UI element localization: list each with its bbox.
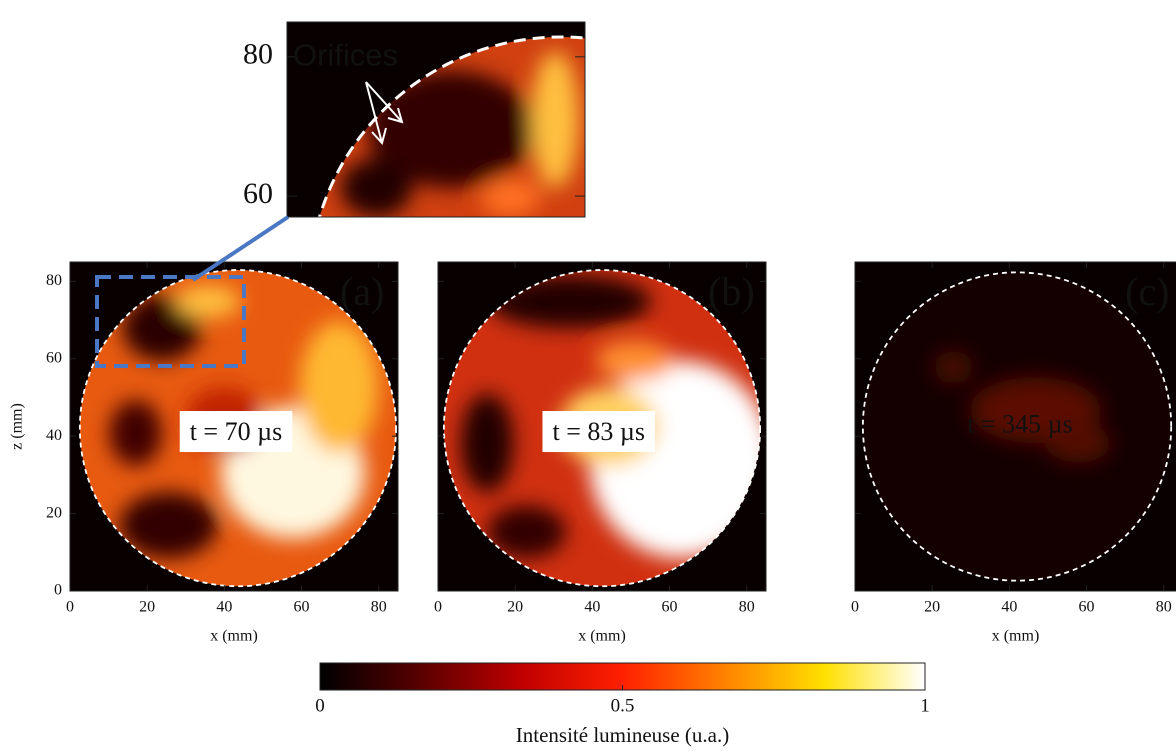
colorbar-label: Intensité lumineuse (u.a.) [516, 723, 729, 747]
intensity-blob [299, 321, 379, 453]
intensity-blobs [340, 51, 580, 217]
overlay [95, 81, 404, 368]
y-tick-label: 60 [243, 177, 273, 210]
panel: 0 20 40 60 80 x (mm) (b) t = 83 µs [434, 261, 767, 645]
x-axis-label: x (mm) [578, 628, 626, 645]
chamber-image [862, 272, 1172, 581]
annotation-box [542, 411, 655, 453]
colorbar: 0 0.5 1 Intensité lumineuse (u.a.) [315, 662, 930, 747]
panel: 0 20 40 60 80 0 20 40 60 80 x (mm) z (mm) (a) t = 70 … [9, 261, 399, 645]
x-tick-label: 60 [294, 599, 310, 616]
y-tick-label: 80 [243, 38, 273, 71]
frame [69, 261, 399, 592]
chamber-outline [318, 35, 585, 217]
x-tick-label: 0 [66, 599, 74, 616]
colorbar-tick-label: 0.5 [611, 695, 635, 716]
x-tick-label: 80 [739, 599, 755, 616]
intensity-blob [531, 51, 580, 188]
y-tick-label: 60 [46, 349, 62, 366]
intensity-blob [933, 350, 974, 384]
y-axis-label: z (mm) [9, 403, 26, 450]
y-tick-label: 0 [54, 582, 62, 599]
intensity-blob [460, 393, 514, 493]
y-tick-label: 40 [46, 427, 62, 444]
x-tick-label: 20 [924, 599, 940, 616]
panel: 60 80 Orifices [243, 21, 586, 218]
heatmap [855, 262, 1176, 591]
intensity-blob [367, 70, 535, 188]
annotation: Orifices [293, 37, 398, 72]
intensity-blobs [933, 350, 1111, 463]
frame [437, 261, 767, 592]
intensity-blob [480, 178, 541, 217]
annotation-box [179, 411, 293, 453]
annotation: t = 83 µs [552, 417, 645, 446]
x-tick-label: 0 [851, 599, 859, 616]
x-tick-label: 40 [584, 599, 600, 616]
zoom-box [95, 275, 246, 368]
frame [286, 21, 586, 218]
panel-label: (c) [1125, 269, 1169, 314]
annotation: t = 70 µs [190, 417, 283, 446]
x-tick-label: 60 [1079, 599, 1095, 616]
frame [854, 261, 1176, 592]
intensity-blob [595, 340, 675, 381]
annotation: t = 345 µs [967, 409, 1073, 438]
colorbar-tick-label: 1 [920, 695, 930, 716]
x-tick-label: 40 [1001, 599, 1017, 616]
x-tick-label: 40 [216, 599, 232, 616]
intensity-blob [340, 158, 413, 217]
x-axis-label: x (mm) [992, 628, 1040, 645]
chamber-outline [861, 271, 1173, 582]
x-tick-label: 80 [371, 599, 387, 616]
y-tick-label: 80 [46, 272, 62, 289]
x-tick-label: 20 [139, 599, 155, 616]
chamber-outline [78, 269, 397, 588]
x-tick-label: 0 [434, 599, 442, 616]
x-tick-label: 20 [507, 599, 523, 616]
intensity-blob [119, 492, 218, 559]
orifice-arrows [365, 81, 404, 146]
heatmap [287, 22, 585, 217]
panel: 0 20 40 60 80 x (mm) (c) t = 345 µs [851, 261, 1176, 645]
intensity-blob [487, 505, 566, 559]
x-tick-label: 60 [662, 599, 678, 616]
y-tick-label: 20 [46, 504, 62, 521]
x-tick-label: 80 [1156, 599, 1172, 616]
intensity-blob [109, 400, 162, 466]
panel-label: (b) [708, 269, 755, 314]
panels: 60 80 Orifices 0 20 40 60 80 0 20 40 60 80 x (mm) z (m… [9, 21, 1176, 747]
intensity-blob [174, 285, 241, 318]
zoom-connector [191, 215, 290, 282]
intensity-blob [1045, 423, 1111, 463]
chamber-outline [443, 269, 761, 588]
colorbar-tick-label: 0 [315, 695, 325, 716]
x-axis-label: x (mm) [210, 628, 258, 645]
panel-label: (a) [340, 269, 384, 314]
